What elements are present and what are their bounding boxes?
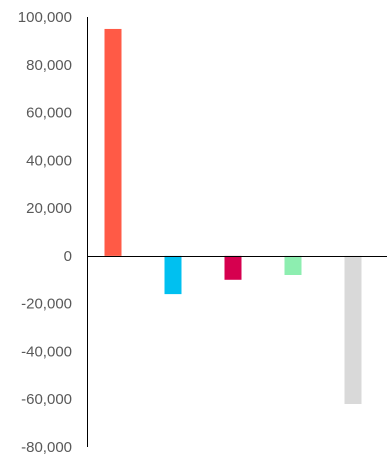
bar [224,255,242,280]
bars [104,28,362,404]
bar [104,28,122,256]
y-tick-label: 20,000 [26,200,72,217]
y-axis-tick-labels: 100,000 80,000 60,000 40,000 20,000 0 -20,000 -… [18,9,72,454]
bar [344,255,362,404]
y-tick-label: 40,000 [26,152,72,169]
y-tick-label: -40,000 [21,343,72,360]
y-tick-label: 0 [64,248,72,265]
bar [284,255,302,275]
y-tick-label: -80,000 [21,439,72,454]
y-tick-label: 80,000 [26,57,72,74]
y-tick-label: -20,000 [21,296,72,313]
y-tick-label: 60,000 [26,105,72,122]
y-tick-label: 100,000 [18,9,72,26]
bar [164,255,182,295]
y-tick-label: -60,000 [21,391,72,408]
